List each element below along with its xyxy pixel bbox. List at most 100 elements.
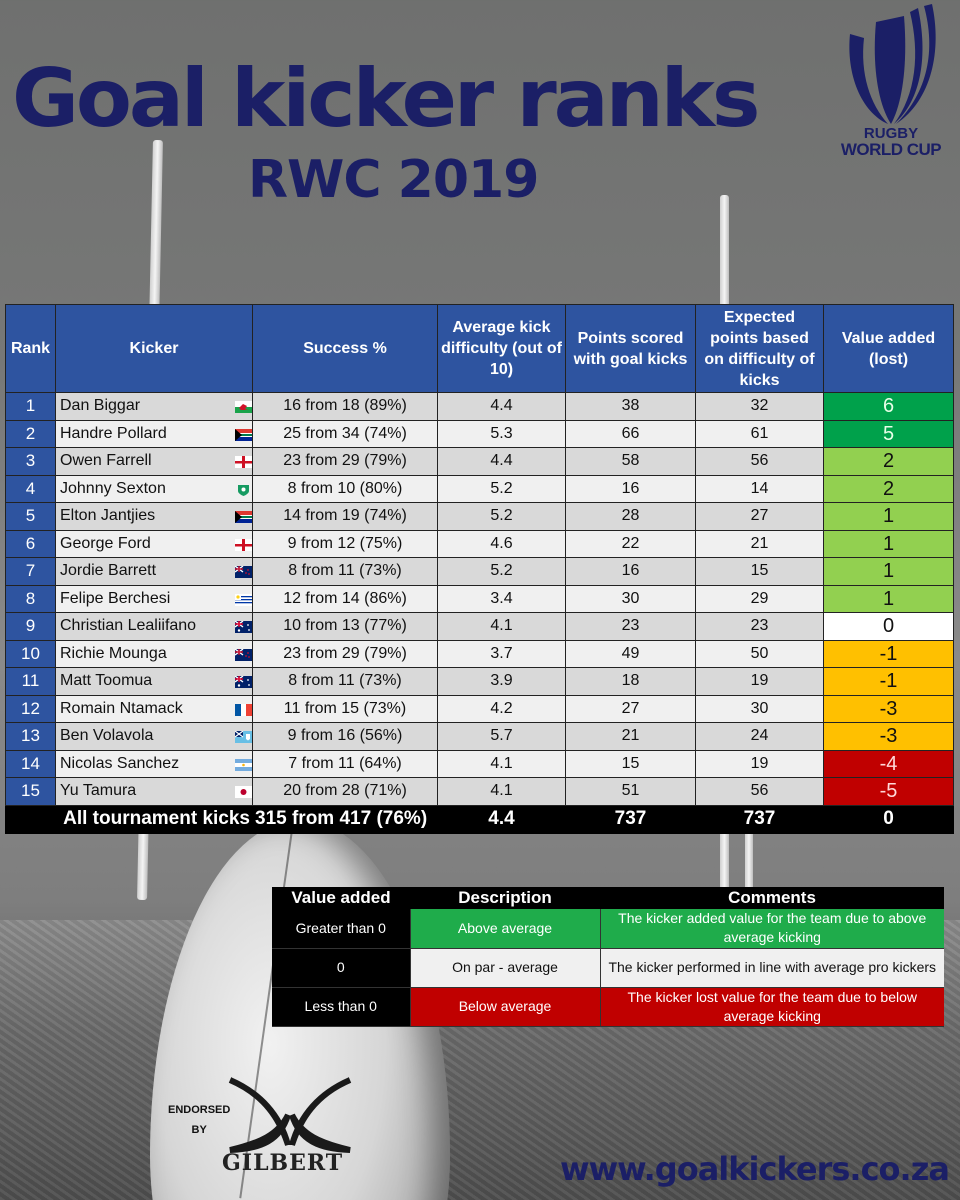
endorsed-line2: BY xyxy=(191,1124,207,1136)
flag-wales-icon xyxy=(235,401,252,413)
value-added-cell: -1 xyxy=(823,667,954,696)
col-header-expected: Expected points based on difficulty of k… xyxy=(695,304,824,393)
success-cell: 8 from 10 (80%) xyxy=(252,474,438,503)
points-cell: 38 xyxy=(565,392,696,421)
legend-value: 0 xyxy=(272,948,410,988)
points-cell: 58 xyxy=(565,447,696,476)
legend-header-description: Description xyxy=(410,887,600,909)
kicker-cell: Nicolas Sanchez xyxy=(55,749,253,778)
table-row: 7 Jordie Barrett 8 from 11 (73%) 5.2 16 15 1 xyxy=(5,557,954,586)
flag-france-icon xyxy=(235,703,252,716)
difficulty-cell: 4.4 xyxy=(437,392,566,421)
kicker-name: Dan Biggar xyxy=(60,397,141,415)
legend-value: Greater than 0 xyxy=(272,909,410,949)
website-link[interactable]: www.goalkickers.co.za xyxy=(560,1150,950,1188)
kicker-name: Richie Mounga xyxy=(60,644,167,662)
legend-comment: The kicker performed in line with averag… xyxy=(600,948,944,988)
kicker-name: Johnny Sexton xyxy=(60,479,166,497)
success-cell: 16 from 18 (89%) xyxy=(252,392,438,421)
expected-cell: 19 xyxy=(695,749,824,778)
difficulty-cell: 4.2 xyxy=(437,694,566,723)
table-row: 2 Handre Pollard 25 from 34 (74%) 5.3 66 61 5 xyxy=(5,419,954,448)
page-subtitle: RWC 2019 xyxy=(248,150,539,210)
endorsed-by-label: ENDORSED BY xyxy=(168,1100,230,1140)
kicker-cell: Richie Mounga xyxy=(55,639,253,668)
col-header-rank: Rank xyxy=(5,304,56,393)
total-expected: 737 xyxy=(695,804,824,834)
table-row: 1 Dan Biggar 16 from 18 (89%) 4.4 38 32 6 xyxy=(5,392,954,421)
legend-description: On par - average xyxy=(409,948,601,988)
difficulty-cell: 4.1 xyxy=(437,612,566,641)
kicker-name: Jordie Barrett xyxy=(60,562,157,580)
value-added-cell: 1 xyxy=(823,584,954,613)
expected-cell: 56 xyxy=(695,777,824,806)
table-header-row: Rank Kicker Success % Average kick diffi… xyxy=(5,304,954,393)
points-cell: 66 xyxy=(565,419,696,448)
expected-cell: 30 xyxy=(695,694,824,723)
success-cell: 23 from 29 (79%) xyxy=(252,447,438,476)
success-cell: 8 from 11 (73%) xyxy=(252,667,438,696)
points-cell: 22 xyxy=(565,529,696,558)
rank-cell: 11 xyxy=(5,667,56,696)
difficulty-cell: 3.7 xyxy=(437,639,566,668)
kicker-cell: Owen Farrell xyxy=(55,447,253,476)
col-header-success: Success % xyxy=(252,304,438,393)
difficulty-cell: 4.1 xyxy=(437,749,566,778)
difficulty-cell: 5.2 xyxy=(437,557,566,586)
rank-cell: 1 xyxy=(5,392,56,421)
success-cell: 10 from 13 (77%) xyxy=(252,612,438,641)
legend-description: Below average xyxy=(409,987,601,1027)
kicker-name: Elton Jantjies xyxy=(60,507,156,525)
value-added-cell: 5 xyxy=(823,419,954,448)
difficulty-cell: 4.1 xyxy=(437,777,566,806)
flag-ireland-icon xyxy=(238,484,249,496)
rugby-world-cup-logo: RUGBY WORLD CUP xyxy=(826,4,956,172)
table-row: 9 Christian Lealiifano 10 from 13 (77%) 4.1… xyxy=(5,612,954,641)
kicker-cell: Ben Volavola xyxy=(55,722,253,751)
success-cell: 9 from 12 (75%) xyxy=(252,529,438,558)
flag-japan-icon xyxy=(235,786,252,798)
kicker-cell: Christian Lealiifano xyxy=(55,612,253,641)
legend-header-comments: Comments xyxy=(600,887,944,909)
table-row: 4 Johnny Sexton 8 from 10 (80%) 5.2 16 14 2 xyxy=(5,474,954,503)
table-row: 12 Romain Ntamack 11 from 15 (73%) 4.2 27 30-… xyxy=(5,694,954,723)
kicker-name: Yu Tamura xyxy=(60,782,137,800)
points-cell: 28 xyxy=(565,502,696,531)
legend-description: Above average xyxy=(409,909,601,949)
page-title: Goal kicker ranks xyxy=(12,52,760,145)
rank-cell: 14 xyxy=(5,749,56,778)
goal-post-base xyxy=(745,820,753,900)
col-header-kicker: Kicker xyxy=(55,304,253,393)
kicker-cell: Romain Ntamack xyxy=(55,694,253,723)
table-row: 3 Owen Farrell 23 from 29 (79%) 4.4 58 56 2 xyxy=(5,447,954,476)
success-cell: 8 from 11 (73%) xyxy=(252,557,438,586)
table-row: 13 Ben Volavola 9 from 16 (56%) 5.7 21 24 -3 xyxy=(5,722,954,751)
success-cell: 23 from 29 (79%) xyxy=(252,639,438,668)
flag-fiji-icon xyxy=(235,731,252,743)
kicker-name: Christian Lealiifano xyxy=(60,617,197,635)
total-value: 0 xyxy=(823,804,954,834)
rank-cell: 13 xyxy=(5,722,56,751)
points-cell: 15 xyxy=(565,749,696,778)
kicker-name: Ben Volavola xyxy=(60,727,154,745)
table-row: 10 Richie Mounga 23 from 29 (79%) 3.7 49 50 -1 xyxy=(5,639,954,668)
flag-argentina-icon xyxy=(235,758,252,771)
legend-header-value: Value added xyxy=(272,887,410,909)
rank-cell: 12 xyxy=(5,694,56,723)
difficulty-cell: 5.3 xyxy=(437,419,566,448)
total-label: All tournament kicks xyxy=(5,804,253,834)
col-header-difficulty: Average kick difficulty (out of 10) xyxy=(437,304,566,393)
total-difficulty: 4.4 xyxy=(437,804,566,834)
legend-table: Value added Description Comments Greater… xyxy=(272,887,944,1027)
value-added-cell: 1 xyxy=(823,502,954,531)
points-cell: 27 xyxy=(565,694,696,723)
difficulty-cell: 5.2 xyxy=(437,502,566,531)
kicker-name: Nicolas Sanchez xyxy=(60,754,180,772)
rank-cell: 10 xyxy=(5,639,56,668)
endorsed-line1: ENDORSED xyxy=(168,1104,231,1116)
expected-cell: 56 xyxy=(695,447,824,476)
value-added-cell: -3 xyxy=(823,722,954,751)
logo-line2: WORLD CUP xyxy=(840,140,942,159)
flag-new-zealand-icon xyxy=(235,566,252,578)
value-added-cell: 6 xyxy=(823,392,954,421)
